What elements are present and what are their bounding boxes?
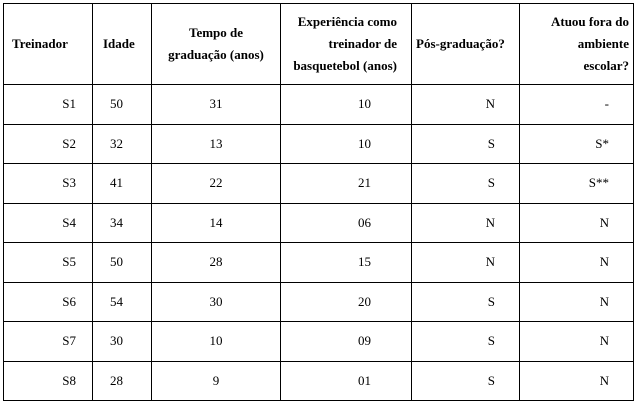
table-cell: 15 (280, 242, 412, 283)
table-cell: 9 (151, 360, 281, 401)
table-cell: 21 (280, 163, 412, 204)
table-cell: 13 (151, 123, 281, 164)
table-cell: 41 (92, 163, 152, 204)
table-cell: S1 (3, 84, 93, 125)
table-row: S6 54 30 20 S N (3, 281, 634, 322)
table-cell: 14 (151, 202, 281, 243)
table-cell: N (519, 281, 634, 322)
table-cell: 22 (151, 163, 281, 204)
table-cell: 54 (92, 281, 152, 322)
table-cell: 28 (92, 360, 152, 401)
table-cell: N (519, 321, 634, 362)
header-cell: Atuou fora do ambiente escolar? (519, 3, 634, 85)
table-cell: S* (519, 123, 634, 164)
table-cell: N (519, 242, 634, 283)
table-cell: N (519, 360, 634, 401)
table-row: S2 32 13 10 S S* (3, 123, 634, 164)
table-row: S4 34 14 06 N N (3, 202, 634, 243)
table-cell: S4 (3, 202, 93, 243)
table-cell: N (411, 242, 520, 283)
table-cell: 10 (280, 84, 412, 125)
table-cell: S (411, 163, 520, 204)
table-cell: 31 (151, 84, 281, 125)
table-row: S8 28 9 01 S N (3, 360, 634, 401)
table-cell: S3 (3, 163, 93, 204)
table-cell: S5 (3, 242, 93, 283)
table-row: S1 50 31 10 N - (3, 84, 634, 125)
table-header: Treinador Idade Tempo de graduação (anos… (3, 3, 634, 85)
table-row: S3 41 22 21 S S** (3, 163, 634, 204)
table-cell: S6 (3, 281, 93, 322)
table-cell: S (411, 360, 520, 401)
table-cell: 28 (151, 242, 281, 283)
table-cell: S2 (3, 123, 93, 164)
table-cell: 30 (92, 321, 152, 362)
table-cell: 09 (280, 321, 412, 362)
table-cell: 34 (92, 202, 152, 243)
table-cell: 20 (280, 281, 412, 322)
table-cell: 06 (280, 202, 412, 243)
table-cell: N (519, 202, 634, 243)
table-row: S5 50 28 15 N N (3, 242, 634, 283)
table-cell: 32 (92, 123, 152, 164)
table-body: S1 50 31 10 N - S2 32 13 10 S S* S3 41 22 21 S S** S4 34 14 0… (3, 84, 634, 401)
table-cell: N (411, 202, 520, 243)
table-cell: 10 (151, 321, 281, 362)
header-cell: Pós-graduação? (411, 3, 520, 85)
table-cell: S (411, 123, 520, 164)
table-cell: S (411, 281, 520, 322)
table-cell: 50 (92, 84, 152, 125)
table: Treinador Idade Tempo de graduação (anos… (3, 3, 634, 401)
header-cell: Treinador (3, 3, 93, 85)
header-cell: Tempo de graduação (anos) (151, 3, 281, 85)
table-row: S7 30 10 09 S N (3, 321, 634, 362)
table-cell: S (411, 321, 520, 362)
table-cell: N (411, 84, 520, 125)
table-cell: 10 (280, 123, 412, 164)
table-cell: S7 (3, 321, 93, 362)
table-cell: S8 (3, 360, 93, 401)
table-cell: - (519, 84, 634, 125)
table-cell: S** (519, 163, 634, 204)
header-cell: Idade (92, 3, 152, 85)
header-cell: Experiência como treinador de basquetebo… (280, 3, 412, 85)
table-cell: 30 (151, 281, 281, 322)
header-row: Treinador Idade Tempo de graduação (anos… (3, 3, 634, 85)
table-cell: 50 (92, 242, 152, 283)
table-cell: 01 (280, 360, 412, 401)
